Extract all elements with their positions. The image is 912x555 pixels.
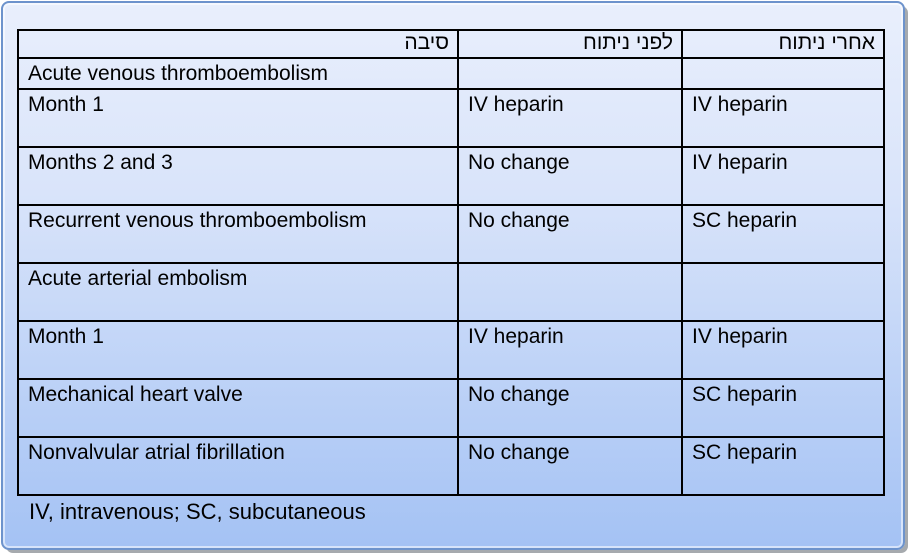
table-row: Recurrent venous thromboembolism No chan…: [17, 204, 885, 264]
col-header-reason: סיבה: [17, 29, 459, 59]
cell-before: IV heparin: [457, 320, 683, 380]
table-body: Acute venous thromboembolism Month 1 IV …: [17, 57, 885, 496]
cell-before: No change: [457, 436, 683, 496]
cell-reason: Recurrent venous thromboembolism: [17, 204, 459, 264]
table-row: Month 1 IV heparin IV heparin: [17, 88, 885, 148]
table-row: Months 2 and 3 No change IV heparin: [17, 146, 885, 206]
cell-reason: Acute arterial embolism: [17, 262, 459, 322]
cell-reason: Months 2 and 3: [17, 146, 459, 206]
cell-before: No change: [457, 378, 683, 438]
table-row: Acute venous thromboembolism: [17, 57, 885, 90]
cell-after: SC heparin: [681, 436, 885, 496]
cell-reason: Month 1: [17, 320, 459, 380]
cell-before: No change: [457, 146, 683, 206]
cell-after: SC heparin: [681, 378, 885, 438]
table-wrap: סיבה לפני ניתוח אחרי ניתוח Acute venous …: [17, 29, 885, 496]
cell-before: IV heparin: [457, 88, 683, 148]
cell-reason: Acute venous thromboembolism: [17, 57, 459, 90]
cell-before: [457, 262, 683, 322]
cell-reason: Month 1: [17, 88, 459, 148]
cell-before: [457, 57, 683, 90]
header-row: סיבה לפני ניתוח אחרי ניתוח: [17, 29, 885, 59]
col-header-after: אחרי ניתוח: [681, 29, 885, 59]
cell-after: SC heparin: [681, 204, 885, 264]
cell-before: No change: [457, 204, 683, 264]
table-row: Month 1 IV heparin IV heparin: [17, 320, 885, 380]
table-row: Nonvalvular atrial fibrillation No chang…: [17, 436, 885, 496]
table-header: סיבה לפני ניתוח אחרי ניתוח: [17, 29, 885, 59]
table-footnote: IV, intravenous; SC, subcutaneous: [29, 499, 366, 524]
treatment-table: סיבה לפני ניתוח אחרי ניתוח Acute venous …: [17, 29, 885, 496]
col-header-before: לפני ניתוח: [457, 29, 683, 59]
cell-after: [681, 57, 885, 90]
cell-reason: Mechanical heart valve: [17, 378, 459, 438]
cell-after: IV heparin: [681, 320, 885, 380]
cell-after: [681, 262, 885, 322]
cell-after: IV heparin: [681, 88, 885, 148]
cell-after: IV heparin: [681, 146, 885, 206]
table-row: Mechanical heart valve No change SC hepa…: [17, 378, 885, 438]
cell-reason: Nonvalvular atrial fibrillation: [17, 436, 459, 496]
table-row: Acute arterial embolism: [17, 262, 885, 322]
